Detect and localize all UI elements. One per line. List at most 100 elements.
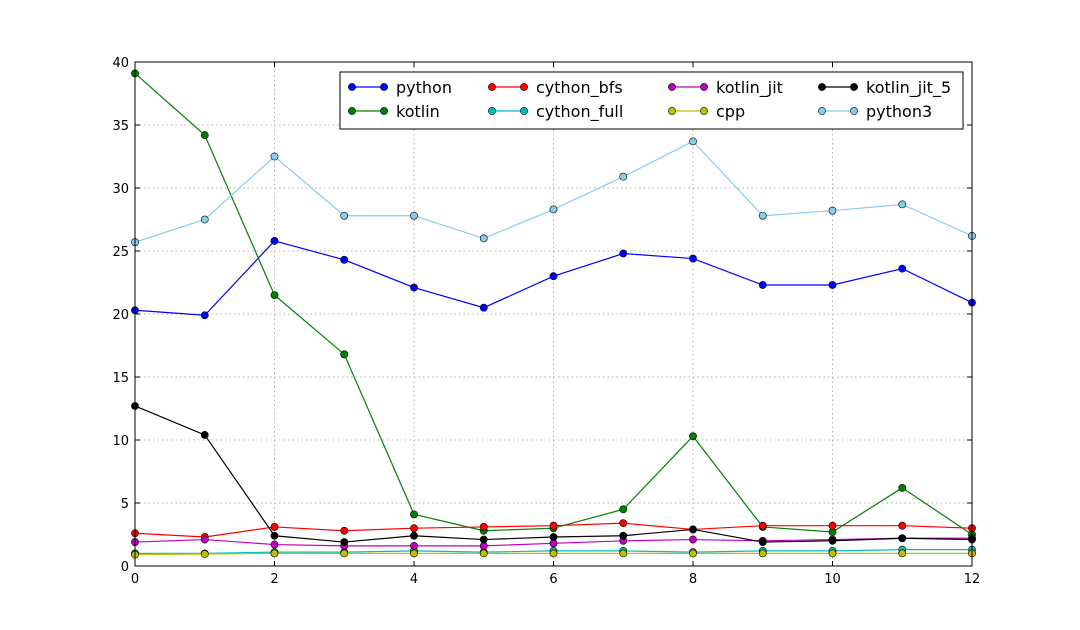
data-point — [479, 303, 488, 312]
x-tick-label: 0 — [131, 572, 139, 587]
legend-label: cpp — [716, 102, 745, 121]
y-tick-label: 20 — [112, 308, 129, 323]
data-point — [619, 549, 628, 558]
x-tick-label: 12 — [964, 572, 981, 587]
legend-box — [339, 71, 964, 130]
legend-item-kotlin-jit-5: kotlin_jit_5 — [818, 78, 951, 98]
data-point — [340, 255, 349, 264]
series-line — [134, 72, 973, 535]
y-tick-label: 0 — [121, 560, 129, 575]
y-tick-label: 40 — [112, 56, 129, 71]
data-point — [619, 519, 628, 528]
data-point — [410, 524, 418, 533]
data-point — [619, 172, 628, 181]
data-point — [549, 205, 558, 214]
legend-marker — [520, 107, 528, 115]
data-point — [689, 432, 697, 441]
data-point — [689, 137, 697, 146]
data-point — [689, 535, 697, 544]
legend-marker — [818, 83, 826, 91]
series-python — [131, 237, 976, 320]
data-point — [828, 521, 837, 530]
legend: python kotlin cython_bfs cython_full kotlin_… — [339, 71, 964, 130]
y-tick-label: 30 — [112, 182, 129, 197]
data-point — [410, 549, 418, 558]
data-point — [689, 525, 697, 534]
data-point — [340, 350, 349, 359]
axis-ticks: 0 2 4 6 8 10 12 0 5 10 15 20 25 30 35 40 — [112, 56, 980, 587]
data-point — [549, 521, 558, 530]
x-tick-label: 6 — [549, 572, 557, 587]
data-point — [828, 549, 837, 558]
legend-marker — [348, 107, 356, 115]
data-point — [270, 523, 279, 531]
legend-marker — [668, 107, 676, 115]
data-point — [270, 291, 279, 299]
legend-label: kotlin — [396, 102, 440, 121]
legend-marker — [850, 83, 858, 91]
y-tick-label: 10 — [112, 434, 129, 449]
data-point — [270, 237, 279, 245]
data-point — [898, 549, 907, 558]
legend-item-kotlin: kotlin — [348, 102, 440, 121]
data-point — [340, 549, 349, 558]
data-point — [410, 283, 418, 292]
data-point — [758, 521, 767, 530]
data-point — [479, 523, 488, 531]
data-point — [340, 211, 349, 220]
legend-label: python3 — [866, 102, 932, 121]
data-point — [898, 264, 907, 273]
data-point — [410, 211, 418, 220]
data-point — [898, 483, 907, 492]
legend-marker — [850, 107, 858, 115]
legend-item-python3: python3 — [818, 102, 932, 121]
legend-marker — [818, 107, 826, 115]
data-point — [758, 538, 767, 546]
legend-label: python — [396, 78, 452, 97]
data-point — [479, 549, 488, 558]
data-point — [758, 549, 767, 558]
legend-label: kotlin_jit — [716, 78, 783, 98]
legend-marker — [700, 83, 708, 91]
legend-marker — [668, 83, 676, 91]
legend-marker — [380, 83, 388, 91]
data-point — [479, 234, 488, 243]
data-point — [549, 533, 558, 541]
legend-item-cython-bfs: cython_bfs — [488, 78, 623, 98]
data-point — [689, 549, 697, 558]
data-point — [758, 281, 767, 289]
data-point — [619, 505, 628, 514]
x-tick-label: 4 — [410, 572, 418, 587]
data-point — [619, 249, 628, 258]
x-tick-label: 8 — [689, 572, 697, 587]
legend-marker — [348, 83, 356, 91]
grid-lines — [134, 61, 973, 567]
data-point — [549, 549, 558, 558]
y-tick-label: 35 — [112, 119, 129, 134]
data-point — [898, 200, 907, 209]
data-point — [828, 281, 837, 289]
data-point — [689, 254, 697, 263]
data-point — [898, 521, 907, 530]
legend-label: cython_bfs — [536, 78, 623, 98]
legend-marker — [488, 83, 496, 91]
data-point — [828, 206, 837, 215]
data-point — [410, 531, 418, 540]
legend-label: cython_full — [536, 102, 623, 122]
x-tick-label: 2 — [270, 572, 278, 587]
legend-item-kotlin-jit: kotlin_jit — [668, 78, 783, 98]
data-point — [898, 534, 907, 543]
legend-marker — [380, 107, 388, 115]
data-point — [200, 431, 209, 439]
x-tick-label: 10 — [824, 572, 841, 587]
legend-label: kotlin_jit_5 — [866, 78, 951, 98]
data-point — [410, 541, 418, 550]
data-point — [200, 215, 209, 224]
data-point — [200, 311, 209, 320]
data-point — [410, 510, 418, 519]
data-point — [200, 535, 209, 544]
data-point — [270, 152, 279, 161]
y-tick-label: 25 — [112, 245, 129, 260]
data-point — [270, 540, 279, 549]
